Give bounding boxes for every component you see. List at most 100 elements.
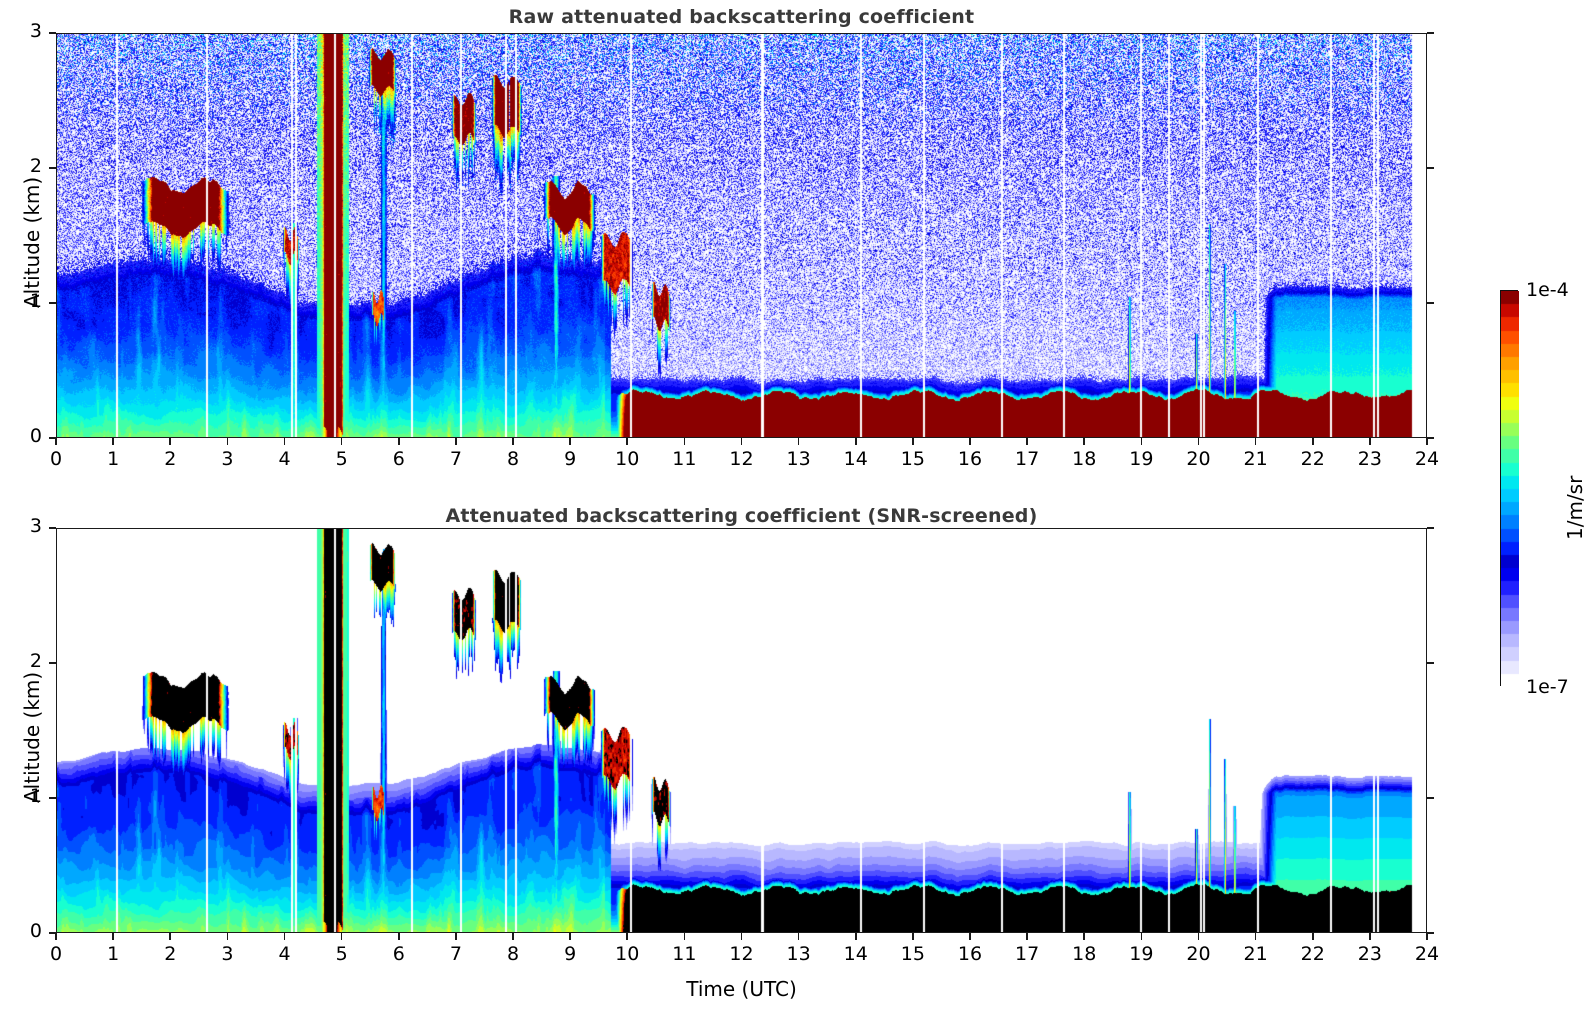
x-tick-mark — [112, 438, 114, 445]
x-tick-mark — [569, 933, 571, 940]
x-tick-label: 2 — [164, 448, 177, 470]
x-tick-label: 0 — [49, 943, 63, 965]
x-tick-label: 21 — [1243, 448, 1268, 470]
x-tick-mark — [1140, 933, 1143, 940]
x-tick-mark — [226, 438, 229, 445]
x-tick-mark — [797, 438, 800, 445]
x-tick-label: 17 — [1015, 943, 1040, 965]
x-tick-mark — [283, 933, 286, 940]
x-tick-mark — [969, 438, 971, 445]
x-tick-label: 5 — [335, 448, 348, 470]
x-tick-label: 7 — [449, 943, 462, 965]
y-tick-mark — [49, 167, 56, 169]
x-tick-label: 3 — [221, 448, 234, 470]
x-tick-label: 24 — [1414, 943, 1440, 965]
x-tick-mark — [455, 933, 457, 940]
y-tick-mark — [49, 797, 56, 799]
x-tick-mark — [854, 933, 857, 940]
y-tick-mark — [49, 527, 56, 529]
x-tick-label: 12 — [729, 448, 754, 470]
x-tick-mark — [912, 438, 914, 445]
y-tick-mark — [49, 32, 56, 34]
x-tick-label: 1 — [107, 448, 120, 470]
y-tick-label: 3 — [29, 515, 42, 537]
x-tick-label: 4 — [278, 448, 291, 470]
x-tick-label: 6 — [392, 943, 405, 965]
y-tick-mark-right — [1427, 437, 1434, 439]
x-tick-mark — [683, 438, 686, 445]
x-tick-label: 13 — [786, 448, 811, 470]
colorbar-max-label: 1e-4 — [1526, 279, 1569, 301]
x-tick-label: 10 — [615, 448, 640, 470]
x-tick-mark — [512, 933, 514, 940]
y-tick-label: 2 — [29, 155, 42, 177]
x-tick-label: 19 — [1129, 943, 1154, 965]
x-tick-mark — [455, 438, 457, 445]
x-tick-mark — [797, 933, 800, 940]
x-tick-label: 18 — [1072, 448, 1097, 470]
x-tick-mark — [912, 933, 914, 940]
y-tick-label: 1 — [29, 290, 42, 312]
y-tick-label: 3 — [29, 20, 42, 42]
x-tick-label: 21 — [1243, 943, 1268, 965]
x-tick-mark — [1083, 933, 1086, 940]
x-tick-label: 9 — [564, 943, 577, 965]
x-tick-mark — [969, 933, 971, 940]
panel-title-screened: Attenuated backscattering coefficient (S… — [445, 505, 1038, 527]
x-tick-label: 9 — [564, 448, 577, 470]
x-tick-label: 0 — [49, 448, 63, 470]
x-tick-mark — [1197, 933, 1200, 940]
x-tick-mark — [169, 438, 172, 445]
y-tick-label: 1 — [29, 785, 42, 807]
y-tick-mark-right — [1427, 797, 1434, 799]
x-tick-mark — [1369, 438, 1371, 445]
x-tick-mark — [683, 933, 686, 940]
x-tick-mark — [283, 438, 286, 445]
x-tick-label: 5 — [335, 943, 348, 965]
y-tick-label: 0 — [29, 920, 42, 942]
x-tick-label: 15 — [900, 448, 925, 470]
x-tick-label: 18 — [1072, 943, 1097, 965]
x-tick-label: 11 — [672, 943, 697, 965]
y-tick-mark-right — [1427, 32, 1434, 34]
x-tick-mark — [626, 933, 629, 940]
x-tick-mark — [512, 438, 514, 445]
y-tick-label: 2 — [29, 650, 42, 672]
x-tick-mark — [1254, 438, 1257, 445]
x-tick-mark — [1197, 438, 1200, 445]
x-tick-mark — [854, 438, 857, 445]
x-tick-mark — [1026, 933, 1028, 940]
x-tick-mark — [397, 933, 400, 940]
x-tick-mark — [740, 438, 743, 445]
y-tick-mark — [49, 437, 56, 439]
x-tick-label: 22 — [1300, 448, 1325, 470]
x-tick-mark — [226, 933, 229, 940]
x-tick-mark — [1140, 438, 1143, 445]
y-tick-mark-right — [1427, 527, 1434, 529]
x-tick-label: 23 — [1357, 943, 1382, 965]
x-tick-label: 20 — [1186, 943, 1211, 965]
x-tick-mark — [1311, 438, 1314, 445]
y-tick-mark — [49, 302, 56, 304]
x-tick-mark — [1426, 438, 1428, 445]
y-tick-mark-right — [1427, 302, 1434, 304]
x-tick-mark — [340, 933, 343, 940]
x-tick-label: 15 — [900, 943, 925, 965]
x-tick-label: 3 — [221, 943, 234, 965]
x-tick-mark — [55, 438, 57, 445]
colorbar-axis-label: 1/m/sr — [1563, 475, 1587, 540]
y-tick-mark — [49, 932, 56, 934]
x-tick-label: 12 — [729, 943, 754, 965]
x-tick-mark — [1369, 933, 1371, 940]
x-tick-label: 4 — [278, 943, 291, 965]
x-tick-label: 23 — [1357, 448, 1382, 470]
x-tick-mark — [169, 933, 172, 940]
x-tick-mark — [112, 933, 114, 940]
x-tick-label: 17 — [1015, 448, 1040, 470]
x-tick-mark — [340, 438, 343, 445]
y-tick-mark-right — [1427, 167, 1434, 169]
x-tick-label: 24 — [1414, 448, 1440, 470]
x-tick-mark — [397, 438, 400, 445]
x-tick-mark — [1026, 438, 1028, 445]
y-tick-label: 0 — [29, 425, 42, 447]
